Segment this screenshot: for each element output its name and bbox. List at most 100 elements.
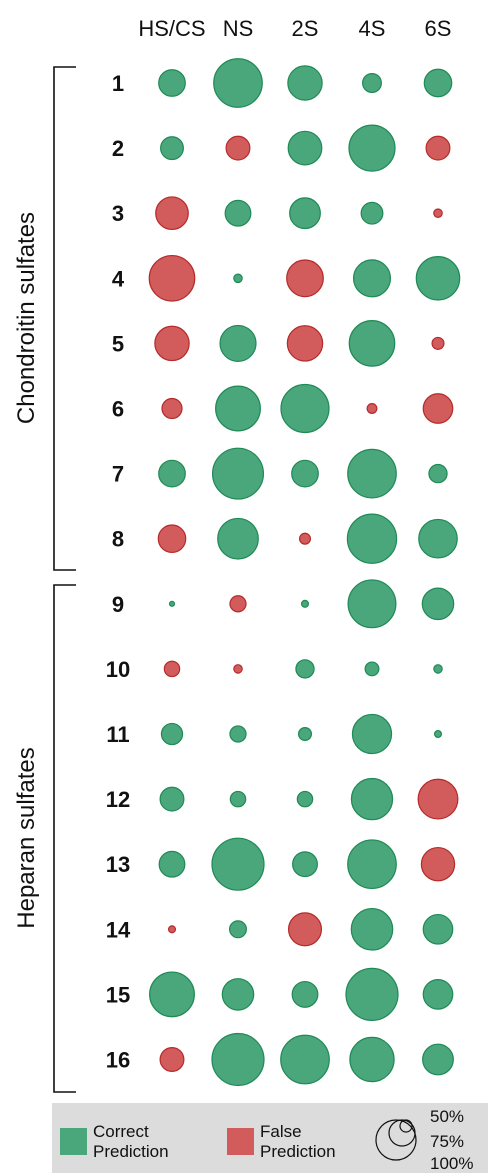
column-label-2s: 2S — [292, 16, 319, 41]
bubble-row16-ns — [211, 1032, 265, 1087]
bubble-row8-2s — [298, 532, 312, 545]
bubble-row3-ns — [224, 199, 252, 227]
bubble-row11-2s — [297, 726, 313, 742]
column-label-4s: 4S — [359, 16, 386, 41]
bubble-row13-2s — [292, 851, 318, 878]
bubble-row15-hs-cs — [149, 971, 195, 1018]
legend-correct-swatch — [60, 1128, 87, 1155]
bubbles — [148, 58, 461, 1087]
bubble-row15-ns — [221, 978, 255, 1011]
bubble-row6-hs-cs — [161, 397, 183, 420]
bubble-row8-6s — [418, 518, 458, 559]
column-label-6s: 6S — [425, 16, 452, 41]
legend-correct-label-line2: Prediction — [93, 1142, 169, 1161]
bubble-row16-hs-cs — [159, 1047, 185, 1072]
bubble-row4-4s — [352, 259, 392, 298]
bubble-row12-hs-cs — [159, 786, 185, 812]
legend-size-label-75: 75% — [430, 1132, 464, 1151]
bubble-row5-hs-cs — [154, 325, 190, 362]
legend-size-label-100: 100% — [430, 1154, 473, 1173]
bubble-row7-4s — [347, 448, 397, 499]
bubble-row3-6s — [433, 208, 443, 218]
row-label-5: 5 — [112, 331, 124, 356]
bubble-row1-hs-cs — [158, 69, 186, 97]
bubble-row13-ns — [211, 837, 265, 891]
bubble-row14-ns — [229, 920, 248, 939]
row-label-8: 8 — [112, 527, 124, 552]
bubble-row9-hs-cs — [168, 600, 176, 607]
column-label-hs-cs: HS/CS — [138, 16, 205, 41]
bubble-row6-4s — [366, 403, 378, 414]
bubble-row9-6s — [421, 587, 455, 621]
bubble-row13-4s — [347, 839, 397, 890]
bubble-row15-2s — [291, 980, 319, 1008]
column-label-ns: NS — [223, 16, 254, 41]
chondroitin-bracket — [53, 66, 76, 571]
bubble-row10-6s — [433, 664, 443, 674]
bubble-row9-2s — [300, 599, 310, 608]
bubble-row7-6s — [428, 463, 448, 484]
row-label-15: 15 — [106, 982, 130, 1007]
bubble-row14-2s — [287, 912, 323, 947]
legend: Correct Prediction False Prediction 50% … — [52, 1103, 488, 1173]
bubble-row8-hs-cs — [157, 524, 187, 554]
bubble-row16-4s — [349, 1036, 395, 1083]
bubble-row14-4s — [350, 907, 394, 951]
bubble-row1-ns — [213, 58, 263, 108]
bubble-row7-ns — [211, 447, 265, 500]
bubble-row16-6s — [422, 1043, 454, 1076]
bubble-row12-2s — [296, 790, 314, 808]
bubble-row5-6s — [431, 336, 445, 350]
row-label-6: 6 — [112, 397, 124, 422]
bubble-row12-4s — [350, 777, 394, 821]
bubble-row1-6s — [423, 68, 453, 98]
bubble-row11-4s — [351, 713, 393, 755]
bubble-row16-2s — [280, 1034, 330, 1085]
bubble-row12-6s — [417, 778, 459, 820]
bubble-row11-ns — [229, 725, 247, 743]
bubble-row4-2s — [286, 259, 324, 298]
bubble-row12-ns — [229, 790, 247, 808]
legend-correct-label-line1: Correct — [93, 1122, 149, 1141]
row-label-9: 9 — [112, 592, 124, 617]
row-label-16: 16 — [106, 1048, 130, 1073]
bubble-row5-4s — [348, 320, 396, 367]
row-label-2: 2 — [112, 136, 124, 161]
row-label-4: 4 — [112, 266, 125, 291]
row-label-13: 13 — [106, 852, 130, 877]
bubble-row8-ns — [217, 517, 259, 560]
bubble-row6-ns — [215, 385, 261, 432]
bubble-row1-2s — [287, 65, 323, 101]
bubble-row5-ns — [219, 324, 257, 362]
bubble-row8-4s — [346, 513, 398, 564]
bubble-row6-6s — [422, 393, 454, 424]
legend-size-circle-100 — [375, 1119, 417, 1161]
legend-false-swatch — [227, 1128, 254, 1155]
bubble-row15-4s — [345, 967, 399, 1022]
row-label-10: 10 — [106, 657, 130, 682]
bubble-row10-ns — [233, 664, 243, 674]
column-labels: HS/CS NS 2S 4S 6S — [138, 16, 451, 41]
group-label-chondroitin: Chondroitin sulfates — [13, 212, 40, 424]
bubble-row2-hs-cs — [160, 136, 184, 161]
bubble-row9-ns — [229, 595, 247, 613]
bubble-row2-ns — [225, 135, 251, 161]
row-label-14: 14 — [106, 917, 131, 942]
bubble-row3-2s — [289, 197, 321, 230]
bubble-row2-4s — [348, 124, 396, 172]
heparan-bracket — [53, 584, 76, 1093]
bubble-row9-4s — [347, 579, 397, 629]
group-label-heparan: Heparan sulfates — [13, 747, 40, 928]
legend-false-label-line2: Prediction — [260, 1142, 336, 1161]
legend-false-label-line1: False — [260, 1122, 302, 1141]
bubble-row4-hs-cs — [148, 254, 196, 302]
bubble-row6-2s — [280, 383, 330, 434]
row-label-1: 1 — [112, 71, 124, 96]
row-label-11: 11 — [106, 722, 129, 747]
legend-size-circle-75 — [388, 1119, 416, 1147]
bubble-row7-2s — [291, 459, 319, 488]
bubble-row10-hs-cs — [163, 660, 181, 678]
bubble-row14-6s — [422, 913, 454, 945]
